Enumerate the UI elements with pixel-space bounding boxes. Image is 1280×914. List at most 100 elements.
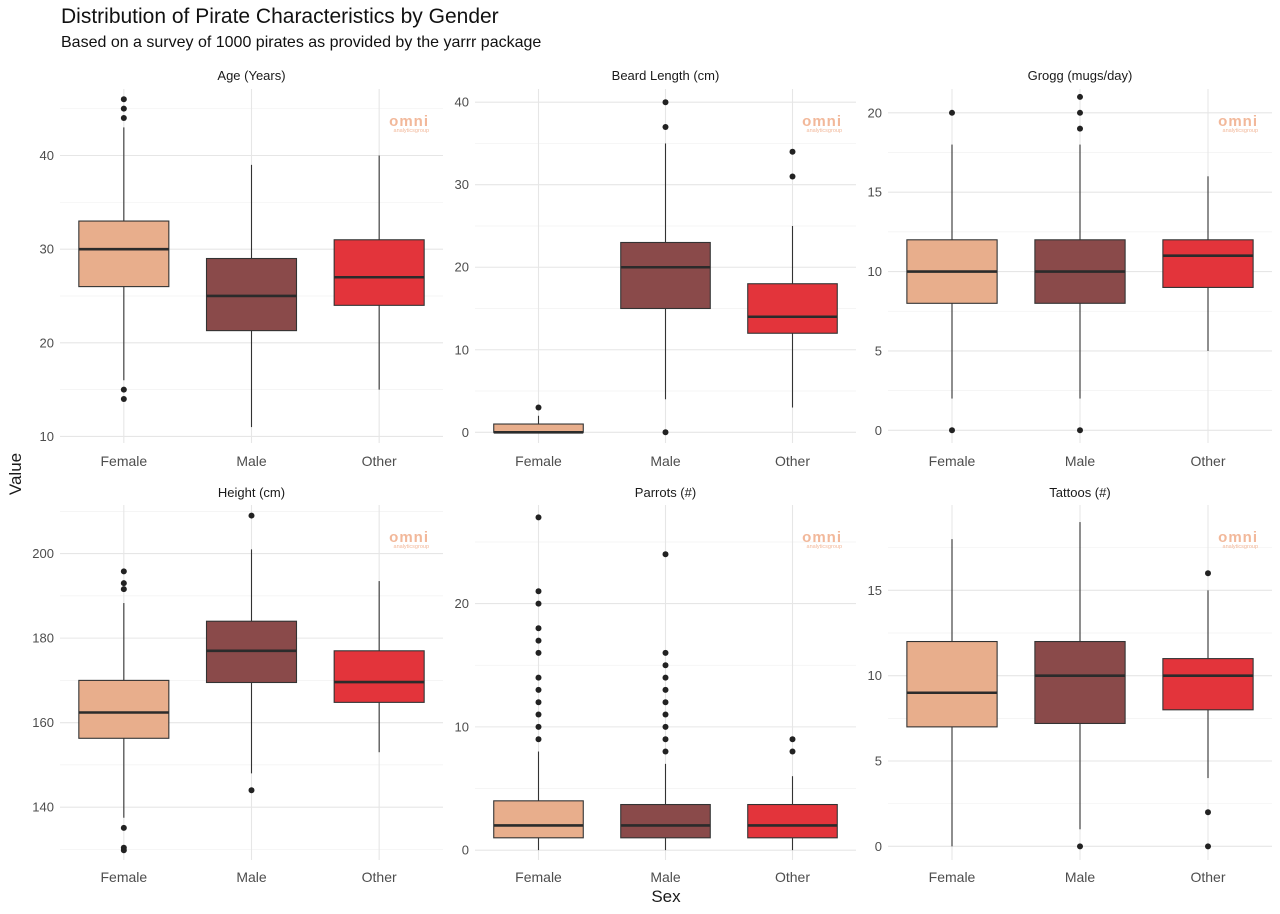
age-years-ytick-label: 40: [40, 148, 54, 163]
tattoos-other-outlier: [1205, 570, 1211, 577]
grogg-mugs-day-male-xtick-label: Male: [1065, 453, 1096, 469]
parrots-female-outlier: [535, 699, 542, 706]
tattoos-ytick-label: 0: [875, 839, 882, 854]
beard-length-cm-ytick-label: 10: [455, 342, 469, 357]
height-cm-male-outlier: [248, 512, 255, 519]
height-cm-female-outlier: [120, 586, 127, 593]
beard-length-cm-watermark-text: analyticsgroup: [807, 128, 842, 134]
tattoos-watermark-text: analyticsgroup: [1223, 544, 1258, 550]
grogg-mugs-day-ytick-label: 20: [868, 105, 882, 120]
height-cm-ytick-label: 160: [32, 715, 54, 730]
height-cm-male-outlier: [248, 787, 255, 794]
parrots-watermark-logo: omni: [802, 529, 842, 546]
age-years-male-xtick-label: Male: [236, 453, 267, 469]
parrots-female-outlier: [535, 600, 542, 607]
grogg-mugs-day-male-outlier: [1077, 109, 1083, 116]
parrots-male-outlier: [662, 723, 669, 730]
grogg-mugs-day-male-outlier: [1077, 125, 1083, 132]
grogg-mugs-day-female-outlier: [949, 427, 955, 434]
beard-length-cm-female-outlier: [535, 404, 542, 411]
parrots-female-outlier: [535, 674, 542, 681]
parrots-male-outlier: [662, 748, 669, 755]
beard-length-cm-ytick-label: 0: [462, 425, 469, 440]
tattoos-male-box: [1034, 640, 1126, 725]
grogg-mugs-day-ytick-label: 15: [868, 185, 882, 200]
grogg-mugs-day-female-outlier: [949, 109, 955, 116]
height-cm-watermark-logo: omni: [389, 529, 429, 546]
parrots-male-outlier: [662, 662, 669, 669]
grogg-mugs-day-watermark-text: analyticsgroup: [1223, 128, 1258, 134]
height-cm-male-xtick-label: Male: [236, 869, 267, 885]
parrots-female-outlier: [535, 723, 542, 730]
parrots-female-outlier: [535, 649, 542, 656]
parrots-other-outlier: [789, 748, 796, 755]
beard-length-cm-ytick-label: 30: [455, 177, 469, 192]
height-cm-female-outlier: [120, 844, 127, 851]
grogg-mugs-day-female-xtick-label: Female: [929, 453, 976, 469]
tattoos-male-xtick-label: Male: [1065, 869, 1096, 885]
age-years-female-outlier: [120, 96, 127, 103]
beard-length-cm-female-xtick-label: Female: [515, 453, 562, 469]
tattoos-watermark-logo: omni: [1218, 529, 1258, 546]
grogg-mugs-day-ytick-label: 0: [875, 423, 882, 438]
height-cm-ytick-label: 140: [32, 800, 54, 815]
beard-length-cm-other-xtick-label: Other: [775, 453, 810, 469]
parrots-male-outlier: [662, 711, 669, 718]
tattoos-ytick-label: 15: [868, 583, 882, 598]
parrots-female-xtick-label: Female: [515, 869, 562, 885]
parrots-female-outlier: [535, 711, 542, 718]
parrots-male-outlier: [662, 551, 669, 558]
grogg-mugs-day-watermark-logo: omni: [1218, 113, 1258, 130]
beard-length-cm-male-box: [620, 241, 711, 310]
grogg-mugs-day-ytick-label: 10: [868, 264, 882, 279]
beard-length-cm-panel-title: Beard Length (cm): [612, 68, 720, 83]
height-cm-female-outlier: [120, 568, 127, 575]
age-years-female-xtick-label: Female: [100, 453, 147, 469]
x-axis-title: Sex: [651, 887, 681, 906]
height-cm-ytick-label: 180: [32, 631, 54, 646]
beard-length-cm-male-xtick-label: Male: [650, 453, 681, 469]
tattoos-other-xtick-label: Other: [1190, 869, 1225, 885]
height-cm-other-box: [333, 650, 425, 703]
grogg-mugs-day-other-xtick-label: Other: [1190, 453, 1225, 469]
height-cm-female-outlier: [120, 580, 127, 587]
grogg-mugs-day-male-outlier: [1077, 93, 1083, 100]
age-years-watermark-text: analyticsgroup: [394, 128, 429, 134]
height-cm-female-outlier: [120, 824, 127, 831]
tattoos-female-box: [906, 640, 998, 728]
age-years-watermark-logo: omni: [389, 113, 429, 130]
tattoos-female-xtick-label: Female: [929, 869, 976, 885]
parrots-male-outlier: [662, 686, 669, 693]
parrots-female-outlier: [535, 588, 542, 595]
grogg-mugs-day-panel-title: Grogg (mugs/day): [1028, 68, 1133, 83]
parrots-other-xtick-label: Other: [775, 869, 810, 885]
beard-length-cm-ytick-label: 20: [455, 260, 469, 275]
age-years-panel-title: Age (Years): [217, 68, 285, 83]
age-years-male-box: [205, 257, 298, 332]
grogg-mugs-day-other-box: [1162, 239, 1254, 288]
beard-length-cm-other-box: [747, 283, 838, 334]
age-years-female-outlier: [120, 105, 127, 112]
tattoos-panel-title: Tattoos (#): [1049, 485, 1110, 500]
age-years-other-xtick-label: Other: [362, 453, 397, 469]
tattoos-other-outlier: [1205, 843, 1211, 850]
beard-length-cm-ytick-label: 40: [455, 95, 469, 110]
parrots-male-outlier: [662, 736, 669, 743]
age-years-female-box: [78, 220, 170, 288]
parrots-female-outlier: [535, 686, 542, 693]
age-years-ytick-label: 20: [40, 335, 54, 350]
beard-length-cm-other-outlier: [789, 148, 796, 155]
parrots-ytick-label: 0: [462, 843, 469, 858]
parrots-watermark-text: analyticsgroup: [807, 544, 842, 550]
parrots-female-outlier: [535, 637, 542, 644]
parrots-female-outlier: [535, 625, 542, 632]
parrots-female-outlier: [535, 514, 542, 521]
age-years-other-box: [333, 239, 425, 306]
age-years-female-outlier: [120, 395, 127, 402]
height-cm-panel-title: Height (cm): [218, 485, 285, 500]
beard-length-cm-male-outlier: [662, 429, 669, 436]
parrots-male-outlier: [662, 699, 669, 706]
tattoos-male-outlier: [1077, 843, 1083, 850]
grogg-mugs-day-male-outlier: [1077, 427, 1083, 434]
height-cm-female-box: [78, 679, 170, 739]
